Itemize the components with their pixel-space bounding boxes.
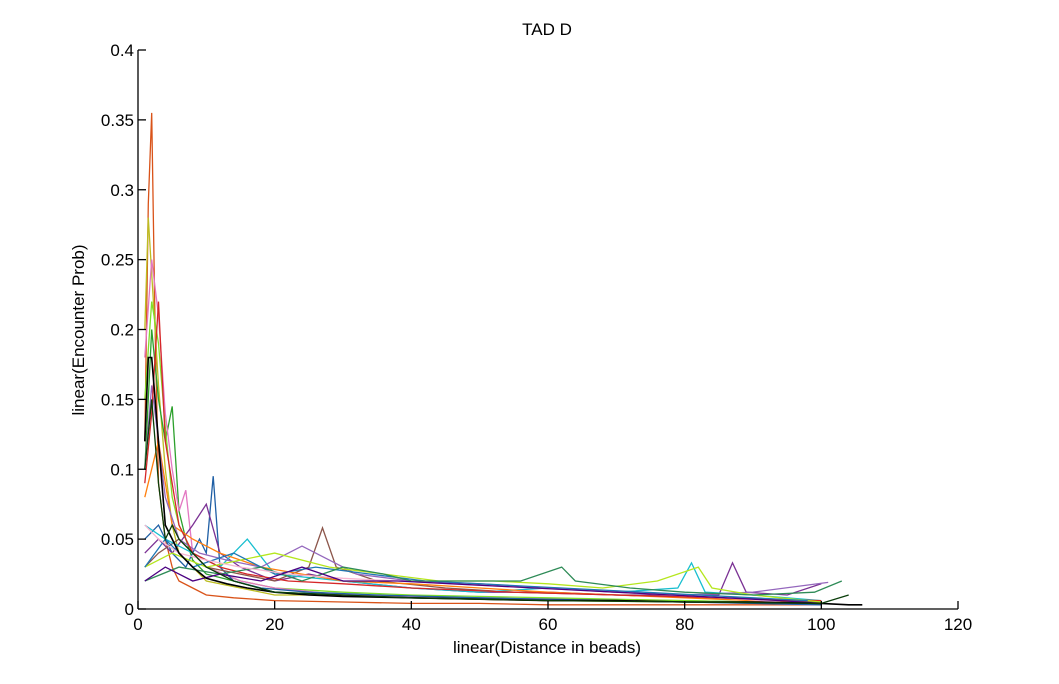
y-tick-label: 0.4 [110,41,134,60]
x-tick-label: 80 [675,615,694,634]
x-ticks: 0 20 40 60 80 100 120 [133,601,972,634]
x-tick-label: 120 [944,615,972,634]
y-tick-label: 0.15 [101,390,134,409]
y-tick-label: 0.05 [101,530,134,549]
series-line-18 [144,399,849,605]
series-line-4 [144,259,822,606]
chart-title: TAD D [522,20,572,39]
series-line-5 [144,476,822,606]
series-line-1 [144,217,822,605]
y-axis-label: linear(Encounter Prob) [69,244,88,415]
y-ticks: 0 0.05 0.1 0.15 0.2 0.25 0.3 0.35 0.4 [101,41,146,619]
y-tick-label: 0.35 [101,111,134,130]
y-tick-label: 0.2 [110,321,134,340]
y-tick-label: 0.25 [101,251,134,270]
x-tick-label: 40 [402,615,421,634]
y-tick-label: 0.1 [110,460,134,479]
y-tick-label: 0.3 [110,181,134,200]
y-tick-label: 0 [125,600,134,619]
series-line-10 [144,385,829,596]
x-tick-label: 0 [133,615,142,634]
series-line-0 [144,112,822,606]
series-line-3 [144,301,822,605]
x-tick-label: 20 [265,615,284,634]
x-tick-label: 100 [807,615,835,634]
x-tick-label: 60 [539,615,558,634]
series-line-12 [144,552,822,603]
series-line-11 [144,301,822,602]
series-line-14 [144,566,843,596]
series-line-17 [144,356,863,606]
series-layer [144,112,863,606]
x-axis-label: linear(Distance in beads) [453,638,641,657]
